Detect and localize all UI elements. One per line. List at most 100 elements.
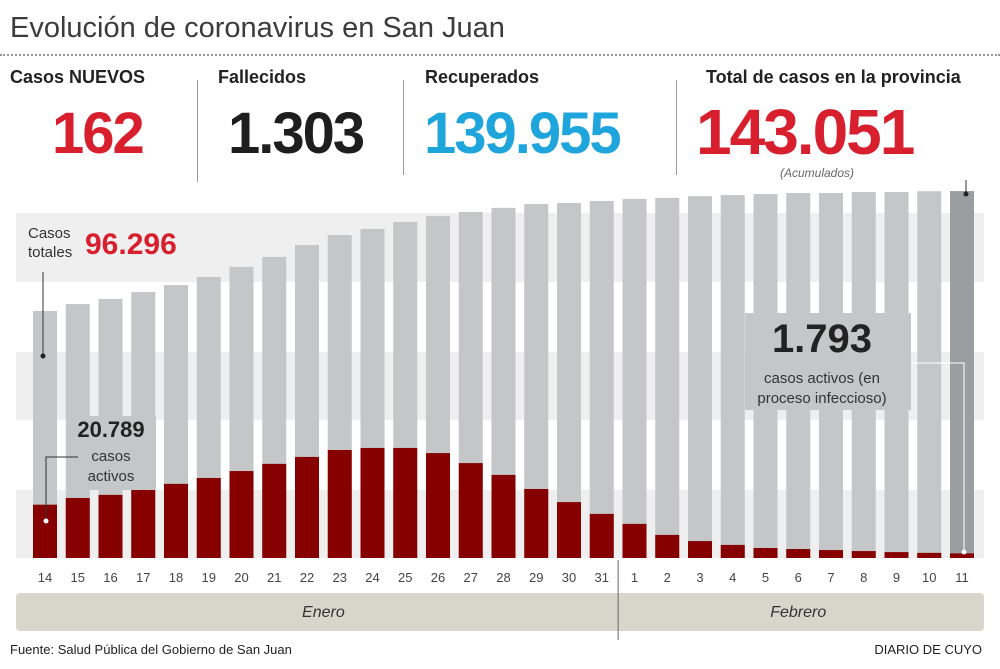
separator: [197, 80, 198, 182]
casos-totales-label: Casos: [28, 225, 71, 242]
x-tick-label: 24: [365, 570, 379, 585]
x-tick-label: 10: [922, 570, 936, 585]
bar-active: [65, 497, 90, 558]
leader-line: [912, 362, 965, 552]
bar-active: [229, 471, 254, 558]
bar-active: [524, 489, 549, 558]
x-tick-label: 22: [300, 570, 314, 585]
leader-dot: [961, 549, 967, 555]
x-tick-label: 20: [234, 570, 248, 585]
bar-active: [491, 474, 516, 558]
stat-nuevos-value: 162: [52, 101, 145, 166]
leader-dot: [43, 518, 49, 524]
x-tick-label: 25: [398, 570, 412, 585]
x-tick-label: 26: [431, 570, 445, 585]
stat-nuevos-label: Casos NUEVOS: [10, 67, 146, 87]
activos-start-value: 20.789: [77, 417, 144, 442]
x-tick-label: 30: [562, 570, 576, 585]
bar-active: [426, 453, 450, 558]
casos-totales-label: totales: [28, 244, 72, 261]
stat-recuperados-value: 139.955: [424, 101, 622, 166]
bar-active: [786, 549, 811, 558]
title-divider: [0, 54, 1000, 56]
bar-active: [33, 504, 57, 558]
bar-active: [819, 550, 843, 558]
activos-end-label: casos activos (en: [764, 370, 880, 387]
x-tick-label: 15: [71, 570, 85, 585]
bar-active: [655, 534, 680, 558]
x-tick-label: 3: [696, 570, 703, 585]
bar-total: [688, 196, 712, 558]
bar-active: [393, 447, 418, 558]
activos-end-value: 1.793: [772, 317, 872, 361]
activos-start-label: activos: [88, 468, 135, 485]
casos-totales-box: [22, 220, 202, 270]
bar-total: [655, 197, 680, 558]
bar-active: [196, 477, 221, 558]
bar-total: [622, 198, 647, 558]
separator: [676, 80, 677, 175]
stat-fallecidos-label: Fallecidos: [218, 67, 307, 87]
x-tick-label: 31: [595, 570, 609, 585]
bar-active: [753, 547, 778, 558]
bar-total: [557, 203, 581, 558]
bar-active: [589, 513, 614, 558]
x-tick-label: 16: [103, 570, 117, 585]
x-tick-label: 5: [762, 570, 769, 585]
stat-total-value: 143.051: [696, 96, 915, 168]
bar-active: [557, 502, 581, 558]
bar-active: [884, 552, 909, 558]
x-tick-label: 6: [795, 570, 802, 585]
bar-active: [295, 456, 319, 558]
bar-active: [98, 494, 123, 558]
bar-active: [327, 450, 352, 558]
month-label: Enero: [302, 604, 345, 621]
separator: [403, 80, 404, 175]
page-title: Evolución de coronavirus en San Juan: [10, 12, 505, 44]
x-tick-label: 9: [893, 570, 900, 585]
brand-text: DIARIO DE CUYO: [874, 642, 982, 657]
bar-total: [917, 191, 942, 559]
leader-dot: [40, 353, 46, 359]
x-tick-label: 11: [955, 570, 969, 585]
month-band: [16, 593, 984, 631]
bar-active: [262, 463, 287, 558]
x-tick-label: 7: [827, 570, 834, 585]
stat-total-label: Total de casos en la provincia: [706, 67, 961, 87]
bar-active: [360, 447, 385, 558]
bar-active: [458, 463, 483, 558]
month-label: Febrero: [770, 604, 826, 621]
x-tick-label: 23: [333, 570, 347, 585]
bar-total: [720, 195, 745, 558]
activos-end-box: [745, 313, 911, 410]
bar-active: [851, 551, 876, 558]
x-tick-label: 17: [136, 570, 150, 585]
x-tick-label: 29: [529, 570, 543, 585]
casos-totales-value: 96.296: [85, 228, 177, 261]
bar-active: [131, 490, 156, 558]
bar-active: [720, 544, 745, 558]
activos-end-label: proceso infeccioso): [757, 390, 886, 407]
activos-start-label: casos: [91, 448, 130, 465]
x-tick-label: 14: [38, 570, 52, 585]
bar-active: [950, 553, 974, 558]
x-tick-label: 19: [202, 570, 216, 585]
leader-dot: [963, 191, 969, 197]
bar-total: [950, 191, 974, 558]
x-tick-label: 1: [631, 570, 638, 585]
stat-fallecidos-value: 1.303: [228, 101, 365, 166]
source-text: Fuente: Salud Pública del Gobierno de Sa…: [10, 642, 292, 657]
bar-active: [688, 541, 712, 558]
bar-active: [164, 483, 188, 558]
x-tick-label: 28: [496, 570, 510, 585]
stat-recuperados-label: Recuperados: [425, 67, 540, 87]
bar-active: [917, 552, 942, 558]
x-tick-label: 21: [267, 570, 281, 585]
bar-active: [622, 523, 647, 558]
bar-total: [589, 200, 614, 558]
x-tick-label: 4: [729, 570, 736, 585]
x-tick-label: 8: [860, 570, 867, 585]
x-tick-label: 18: [169, 570, 183, 585]
